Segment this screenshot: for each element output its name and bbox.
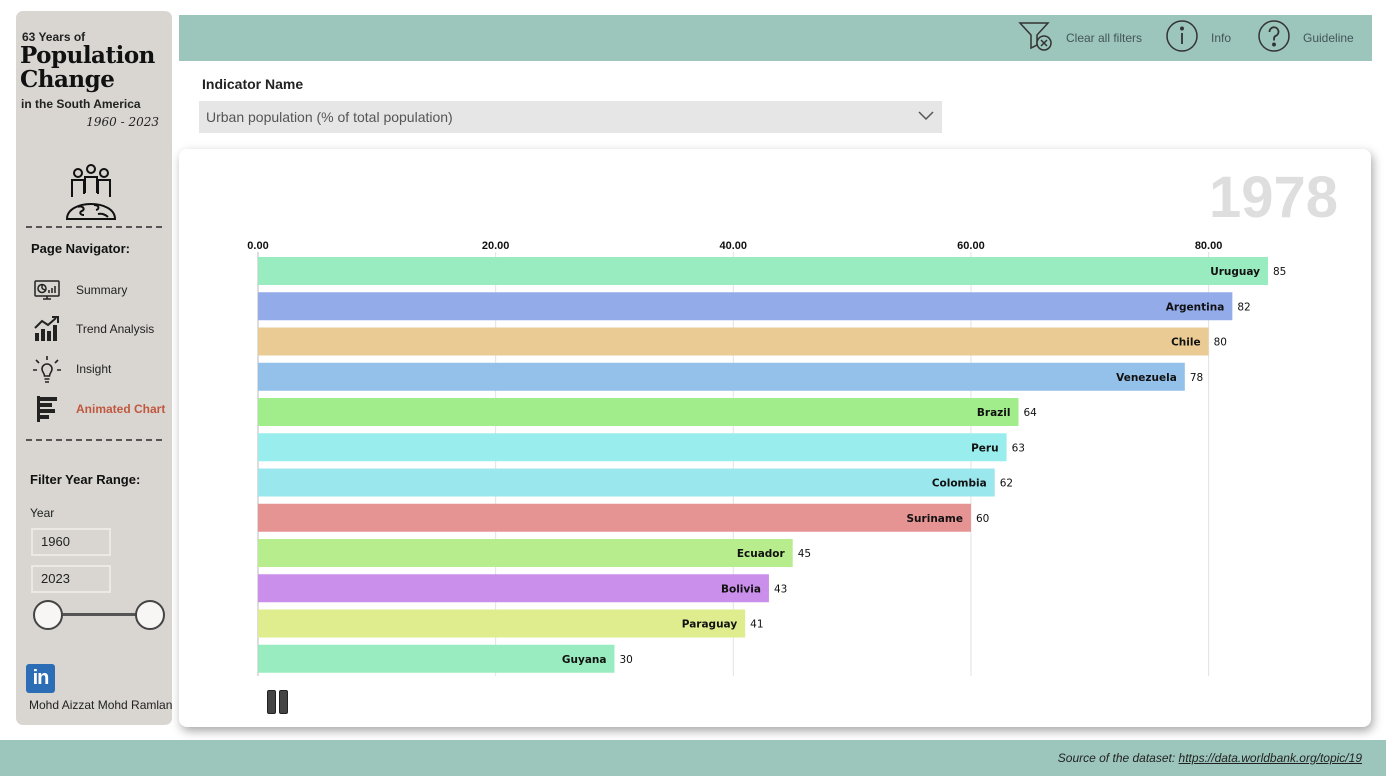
bar	[258, 609, 746, 638]
nav-summary-label: Summary	[76, 283, 128, 297]
info-icon	[1165, 19, 1199, 58]
divider	[26, 226, 162, 228]
bar-chart-icon	[32, 395, 62, 423]
bar	[258, 503, 971, 532]
title-big-line2: Change	[20, 66, 115, 93]
bar-value-label: 78	[1190, 372, 1203, 384]
bar-value-label: 64	[1023, 407, 1037, 419]
trend-chart-icon	[32, 315, 62, 343]
info-button[interactable]: Info	[1165, 19, 1232, 58]
nav-animated-chart-label: Animated Chart	[76, 402, 166, 416]
bar-category-label: Venezuela	[1116, 372, 1177, 384]
indicator-value: Urban population (% of total population)	[206, 109, 453, 125]
x-tick-label: 60.00	[957, 240, 985, 252]
bar-category-label: Brazil	[977, 407, 1011, 419]
bar-category-label: Guyana	[562, 654, 607, 666]
pause-icon-bar-left	[267, 690, 276, 714]
bar	[258, 539, 793, 567]
lightbulb-icon	[32, 355, 62, 383]
nav-animated-chart[interactable]: Animated Chart	[32, 395, 168, 423]
author-name: Mohd Aizzat Mohd Ramlan	[29, 698, 173, 712]
bar-value-label: 41	[750, 619, 763, 631]
title-big: Population Change	[20, 44, 155, 92]
bar	[258, 257, 1268, 285]
pause-button[interactable]	[267, 688, 289, 716]
filter-title: Filter Year Range:	[30, 472, 141, 487]
bar-value-label: 82	[1237, 301, 1250, 313]
source-label: Source of the dataset:	[1057, 751, 1176, 765]
clear-filters-label: Clear all filters	[1066, 31, 1143, 45]
guideline-button[interactable]: Guideline	[1257, 19, 1354, 58]
bar-category-label: Chile	[1171, 337, 1201, 349]
bar	[258, 468, 995, 497]
nav-trend-analysis[interactable]: Trend Analysis	[32, 315, 168, 343]
info-label: Info	[1211, 31, 1232, 45]
bar	[258, 327, 1209, 356]
nav-trend-analysis-label: Trend Analysis	[76, 322, 155, 336]
clear-filters-button[interactable]: Clear all filters	[1018, 21, 1142, 55]
bar-chart: 0.00 20.00 40.00 60.00 80.00 Uruguay 85 Argenti…	[247, 240, 1286, 676]
bar-category-label: Suriname	[907, 513, 963, 525]
bar	[258, 433, 1007, 462]
nav-insight[interactable]: Insight	[32, 355, 168, 383]
bar-value-label: 43	[774, 583, 787, 595]
bar-category-label: Uruguay	[1210, 266, 1260, 278]
dashboard-icon	[32, 276, 62, 304]
year-label: Year	[30, 506, 55, 520]
footer: Source of the dataset: https://data.worl…	[0, 740, 1386, 776]
year-slider-end-handle[interactable]	[135, 600, 165, 630]
x-tick-label: 0.00	[247, 240, 268, 252]
bar	[258, 292, 1233, 321]
bar	[258, 574, 769, 603]
chart-card: 1978 0.00 20.00 40.00 60.00 80.00 Uruguay 85 Ar…	[179, 149, 1371, 727]
bar-value-label: 80	[1214, 337, 1227, 349]
source-link[interactable]: https://data.worldbank.org/topic/19	[1178, 751, 1362, 765]
chevron-down-icon	[918, 108, 934, 126]
chart-year-label: 1978	[1208, 165, 1338, 230]
divider	[26, 439, 162, 441]
bar-value-label: 85	[1273, 266, 1286, 278]
bar-value-label: 30	[619, 654, 632, 666]
year-slider-start-handle[interactable]	[33, 600, 63, 630]
bar-category-label: Argentina	[1166, 301, 1225, 313]
bar-category-label: Bolivia	[721, 583, 761, 595]
guideline-label: Guideline	[1303, 31, 1354, 45]
indicator-dropdown[interactable]: Urban population (% of total population)	[199, 101, 942, 133]
top-toolbar: Clear all filters Info Guideline	[179, 15, 1372, 61]
nav-insight-label: Insight	[76, 362, 112, 376]
bar-category-label: Paraguay	[682, 619, 738, 631]
title-small: 63 Years of	[22, 30, 86, 44]
x-tick-label: 80.00	[1195, 240, 1223, 252]
nav-summary[interactable]: Summary	[32, 276, 168, 304]
year-slider-track[interactable]	[48, 613, 150, 616]
linkedin-icon[interactable]: in	[26, 664, 55, 693]
bar-value-label: 63	[1012, 442, 1025, 454]
pause-icon-bar-right	[279, 690, 288, 714]
bar-value-label: 45	[798, 548, 811, 560]
title-years: 1960 - 2023	[86, 115, 159, 129]
indicator-label: Indicator Name	[202, 76, 304, 92]
year-from-input[interactable]: 1960	[31, 528, 111, 556]
bar-category-label: Colombia	[932, 478, 987, 490]
source-text: Source of the dataset: https://data.worl…	[1058, 751, 1362, 765]
title-big-line1: Population	[20, 42, 155, 69]
bar	[258, 362, 1185, 391]
bar-category-label: Ecuador	[737, 548, 786, 560]
bar-category-label: Peru	[971, 442, 998, 454]
bar-value-label: 62	[1000, 478, 1013, 490]
bar	[258, 398, 1019, 426]
x-tick-label: 20.00	[482, 240, 510, 252]
people-globe-icon	[64, 163, 118, 226]
x-tick-label: 40.00	[720, 240, 748, 252]
year-to-input[interactable]: 2023	[31, 565, 111, 593]
bar	[258, 644, 615, 673]
nav-title: Page Navigator:	[31, 241, 130, 256]
bar-value-label: 60	[976, 513, 989, 525]
sidebar: 63 Years of Population Change in the Sou…	[16, 11, 172, 725]
clear-filter-icon	[1018, 20, 1054, 57]
title-subtitle: in the South America	[21, 97, 141, 111]
help-icon	[1257, 19, 1291, 58]
